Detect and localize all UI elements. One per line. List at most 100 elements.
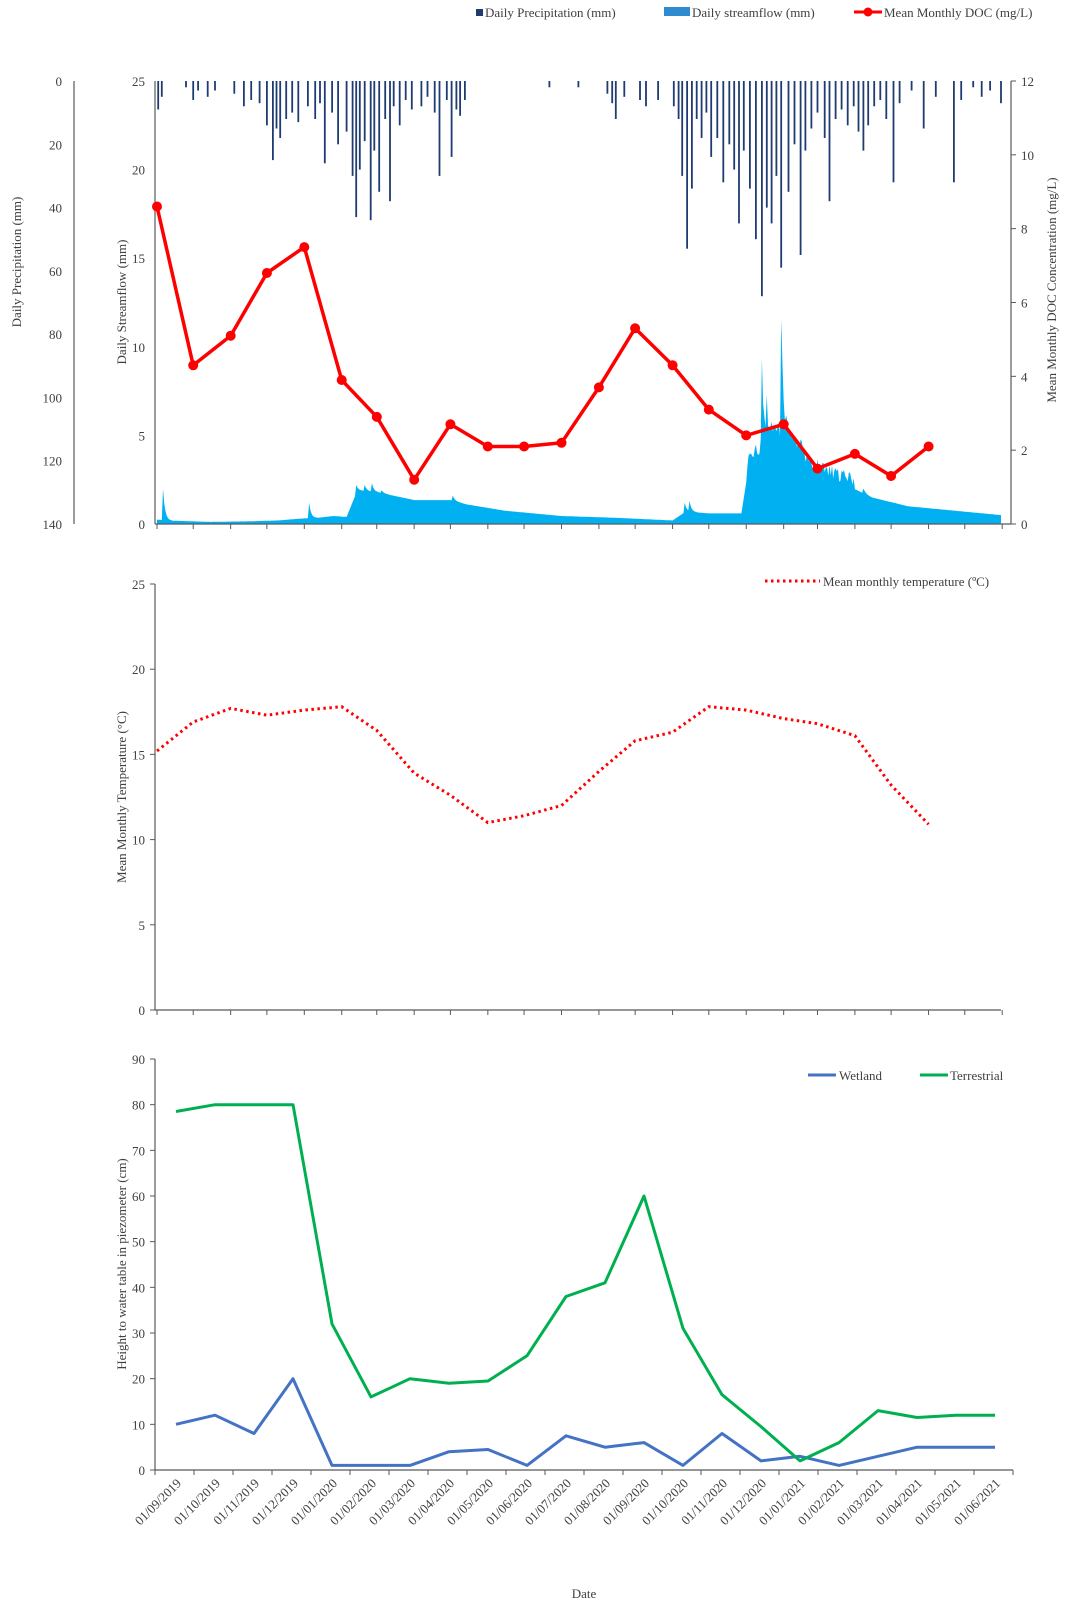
precipitation-bar	[355, 81, 358, 218]
temp-tick-label: 20	[132, 662, 145, 677]
doc-tick-label: 8	[1021, 222, 1028, 237]
legend-marker-doc	[863, 7, 873, 17]
precipitation-bar	[799, 81, 802, 255]
precipitation-bar	[214, 81, 216, 91]
precipitation-bar	[206, 81, 209, 97]
precipitation-streamflow-doc-panel: Daily Precipitation (mm) Daily streamflow…	[9, 5, 1059, 532]
precipitation-bar	[645, 81, 647, 107]
precipitation-bar	[716, 81, 719, 138]
precipitation-bar	[885, 81, 888, 119]
temp-tick-label: 15	[132, 747, 145, 762]
precipitation-bar	[922, 81, 925, 129]
precipitation-bar	[686, 81, 688, 249]
temp-tick-label: 5	[139, 918, 146, 933]
precip-tick-label: 100	[43, 390, 63, 405]
legend-label-doc: Mean Monthly DOC (mg/L)	[884, 5, 1032, 20]
streamflow-area	[157, 318, 1001, 524]
precipitation-bar	[455, 81, 458, 110]
precipitation-bar	[738, 81, 740, 224]
precipitation-bar	[398, 81, 401, 126]
legend-label-streamflow: Daily streamflow (mm)	[692, 5, 815, 20]
doc-tick-label: 12	[1021, 74, 1034, 89]
precipitation-bar	[157, 81, 160, 110]
temp-tick-label: 25	[132, 577, 145, 592]
precipitation-bar	[857, 81, 860, 132]
doc-point	[409, 474, 420, 485]
precipitation-bar	[410, 81, 413, 110]
precipitation-bar	[834, 81, 837, 119]
wt-tick-label: 50	[132, 1235, 145, 1250]
precip-tick-label: 0	[56, 74, 63, 89]
precipitation-bar	[614, 81, 617, 119]
wt-tick-label: 80	[132, 1098, 145, 1113]
precipitation-bar	[243, 81, 245, 107]
doc-point	[667, 360, 678, 371]
precipitation-bar	[728, 81, 731, 145]
precipitation-bar	[373, 81, 376, 151]
doc-point	[812, 463, 823, 474]
doc-point	[593, 382, 604, 393]
doc-line	[155, 206, 930, 482]
precipitation-bar	[250, 81, 253, 100]
precipitation-bar	[358, 81, 361, 170]
wt-tick-label: 0	[139, 1463, 146, 1478]
precipitation-bar	[980, 81, 983, 97]
precipitation-bar	[345, 81, 348, 132]
precipitation-bar	[389, 81, 391, 202]
precipitation-bar	[691, 81, 693, 189]
precipitation-bar	[770, 81, 773, 224]
precipitation-bar	[755, 81, 757, 240]
doc-point	[703, 404, 714, 415]
precipitation-bar	[337, 81, 339, 145]
precipitation-bar	[275, 81, 278, 129]
precipitation-bar	[910, 81, 913, 91]
temp-axis-label: Mean Monthly Temperature (°C)	[114, 711, 129, 883]
precipitation-bar	[722, 81, 725, 183]
doc-point	[299, 242, 310, 253]
doc-point	[336, 375, 347, 385]
precipitation-bar	[867, 81, 870, 126]
precipitation-bar	[378, 81, 381, 192]
wt-tick-label: 30	[132, 1326, 145, 1341]
streamflow-tick-label: 25	[132, 74, 145, 89]
precipitation-bar	[272, 81, 274, 161]
streamflow-tick-label: 20	[132, 163, 145, 178]
doc-point	[225, 330, 236, 341]
precipitation-bar	[369, 81, 372, 221]
precipitation-bar	[279, 81, 282, 138]
temp-tick-label: 0	[139, 1003, 146, 1018]
doc-tick-label: 2	[1021, 443, 1028, 458]
legend-label-temperature: Mean monthly temperature (ºC)	[823, 574, 989, 589]
precipitation-bar	[392, 81, 395, 107]
precipitation-bar	[548, 81, 551, 88]
precipitation-bar	[852, 81, 855, 107]
temperature-line	[156, 705, 930, 826]
legend-label-precipitation: Daily Precipitation (mm)	[485, 5, 616, 20]
precipitation-bar	[828, 81, 831, 202]
streamflow-tick-label: 15	[132, 251, 145, 266]
precipitation-bar	[606, 81, 609, 94]
precipitation-bar	[761, 81, 763, 297]
precipitation-bar	[681, 81, 684, 176]
precipitation-bar	[197, 81, 199, 91]
wt-tick-label: 20	[132, 1372, 145, 1387]
precipitation-bar	[873, 81, 876, 107]
legend-label-terrestrial: Terrestrial	[950, 1068, 1004, 1083]
doc-tick-label: 6	[1021, 296, 1028, 311]
precipitation-bar	[285, 81, 288, 119]
wt-tick-label: 90	[132, 1052, 145, 1067]
precipitation-bar	[892, 81, 895, 183]
precipitation-bar	[862, 81, 865, 151]
doc-point	[371, 411, 382, 422]
precipitation-bar	[623, 81, 626, 97]
legend-swatch-streamflow	[664, 7, 690, 16]
precipitation-bar	[733, 81, 736, 170]
precipitation-bar	[780, 81, 783, 268]
precipitation-bar	[775, 81, 778, 176]
precipitation-bar	[420, 81, 423, 107]
precipitation-bar	[297, 81, 300, 123]
precip-tick-label: 60	[49, 264, 62, 279]
doc-tick-label: 0	[1021, 517, 1028, 532]
precipitation-bar	[426, 81, 429, 97]
